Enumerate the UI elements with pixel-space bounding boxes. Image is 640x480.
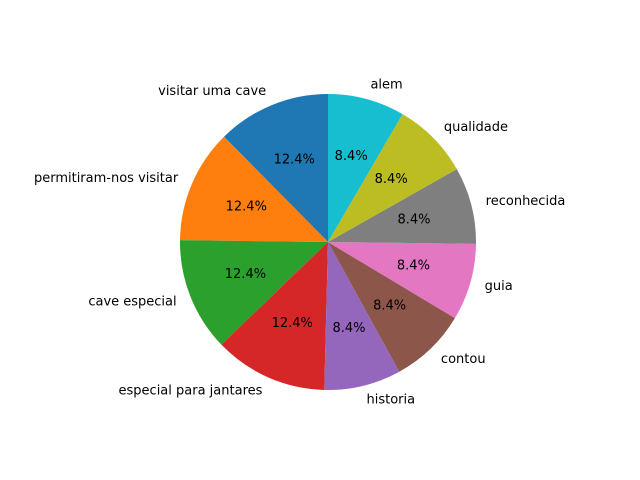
pie-slice xyxy=(221,242,328,390)
pie-slice xyxy=(328,94,403,242)
slice-percentage-label: 8.4% xyxy=(397,259,430,274)
slice-category-label: contou xyxy=(441,352,486,367)
slice-category-label: qualidade xyxy=(444,120,508,135)
pie-slice xyxy=(328,242,476,319)
slice-labels: visitar uma cave permitiram-nos visitar ca… xyxy=(34,77,565,407)
slice-category-label: visitar uma cave xyxy=(158,84,266,99)
slice-percentage-label: 8.4% xyxy=(335,149,368,164)
slice-percentage-label: 8.4% xyxy=(397,212,430,227)
slice-percentage-label: 12.4% xyxy=(272,316,313,331)
slice-category-label: especial para jantares xyxy=(119,384,263,399)
slice-percentage-label: 12.4% xyxy=(226,200,267,215)
slice-percentage-label: 8.4% xyxy=(373,298,406,313)
slice-percentage-label: 8.4% xyxy=(375,172,408,187)
slice-category-label: guia xyxy=(485,279,513,294)
pie-slices xyxy=(180,94,476,390)
pie-slice xyxy=(328,242,455,372)
slice-category-label: alem xyxy=(370,77,402,92)
slice-category-label: permitiram-nos visitar xyxy=(34,171,179,186)
percentage-labels: 12.4% 12.4% 12.4% 12.4% 8.4% 8.4% 8.4% 8.4% 8.4%… xyxy=(225,149,431,336)
slice-category-label: cave especial xyxy=(88,294,176,309)
pie-slice xyxy=(328,114,457,242)
pie-slice xyxy=(180,136,328,242)
slice-category-label: historia xyxy=(367,393,416,408)
slice-category-label: reconhecida xyxy=(486,194,566,209)
slice-percentage-label: 12.4% xyxy=(225,267,266,282)
pie-slice xyxy=(328,169,476,244)
pie-slice xyxy=(180,240,328,345)
slice-percentage-label: 8.4% xyxy=(332,321,365,336)
pie-slice xyxy=(224,94,328,242)
slice-percentage-label: 12.4% xyxy=(274,152,315,167)
pie-slice xyxy=(324,242,400,390)
